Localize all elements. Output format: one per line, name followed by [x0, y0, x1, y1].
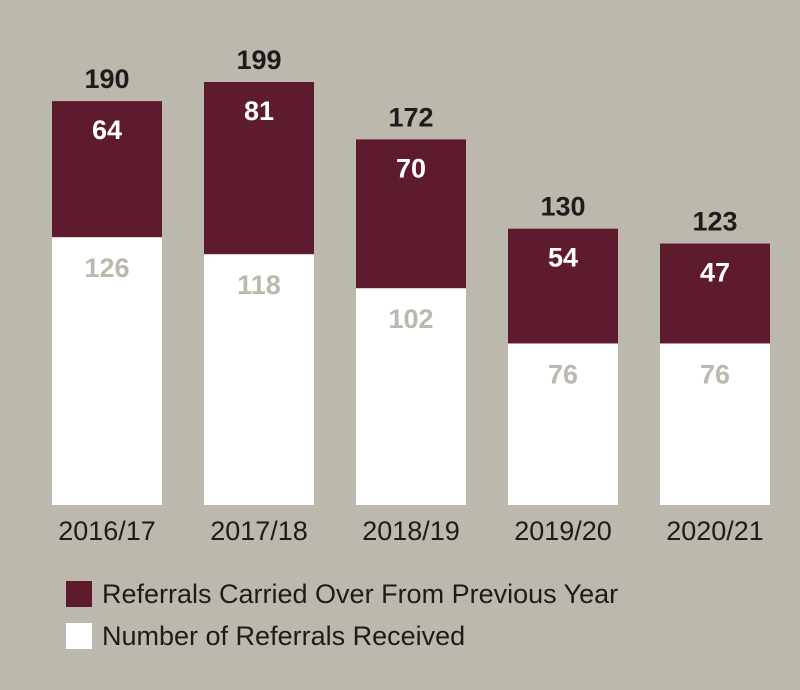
data-label-received-2: 102	[388, 304, 433, 334]
data-label-total-4: 123	[692, 207, 737, 237]
x-tick-label-0: 2016/17	[58, 516, 156, 546]
legend-label-carried-over: Referrals Carried Over From Previous Yea…	[102, 578, 619, 609]
data-label-carried-4: 47	[700, 258, 730, 288]
data-label-total-0: 190	[84, 64, 129, 94]
legend-item-carried-over: Referrals Carried Over From Previous Yea…	[66, 578, 619, 609]
data-label-carried-3: 54	[548, 243, 578, 273]
legend-swatch-received	[66, 623, 92, 649]
bar-received-4	[660, 343, 770, 505]
data-label-total-3: 130	[540, 192, 585, 222]
data-label-carried-1: 81	[244, 96, 274, 126]
bar-carried-3	[508, 228, 618, 344]
bar-received-1	[204, 254, 314, 505]
data-label-carried-2: 70	[396, 153, 426, 183]
legend-label-received: Number of Referrals Received	[102, 620, 466, 651]
x-tick-label-2: 2018/19	[362, 516, 460, 546]
bar-received-0	[52, 237, 162, 506]
x-tick-label-1: 2017/18	[210, 516, 308, 546]
bar-carried-0	[52, 101, 162, 238]
bar-carried-2	[356, 139, 466, 289]
bar-carried-4	[660, 243, 770, 344]
x-tick-label-3: 2019/20	[514, 516, 612, 546]
legend-swatch-carried-over	[66, 581, 92, 607]
legend: Referrals Carried Over From Previous Yea…	[66, 578, 619, 664]
data-label-total-1: 199	[236, 45, 281, 75]
data-label-received-1: 118	[237, 270, 281, 300]
bar-received-2	[356, 288, 466, 505]
data-label-received-4: 76	[700, 359, 730, 389]
legend-item-received: Number of Referrals Received	[66, 620, 618, 651]
data-label-total-2: 172	[388, 102, 433, 132]
data-label-carried-0: 64	[92, 115, 122, 145]
bar-carried-1	[204, 82, 314, 255]
x-tick-label-4: 2020/21	[666, 516, 764, 546]
bar-received-3	[508, 343, 618, 505]
data-label-received-3: 76	[548, 359, 578, 389]
data-label-received-0: 126	[84, 253, 129, 283]
